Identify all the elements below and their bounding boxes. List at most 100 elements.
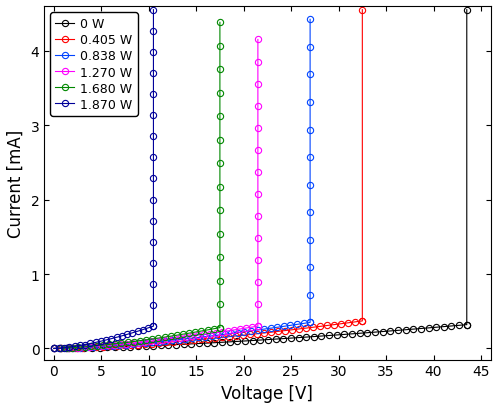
1.680 W bbox=[82, 344, 88, 349]
1.270 W bbox=[231, 328, 237, 333]
1.270 W bbox=[117, 342, 123, 347]
1.680 W bbox=[217, 91, 223, 96]
1.870 W bbox=[98, 339, 104, 344]
1.870 W bbox=[150, 135, 156, 139]
1.680 W bbox=[186, 331, 192, 336]
1.680 W bbox=[217, 115, 223, 119]
1.270 W bbox=[255, 192, 261, 197]
1.270 W bbox=[243, 326, 249, 331]
1.270 W bbox=[255, 302, 261, 307]
0.405 W bbox=[261, 331, 267, 336]
1.270 W bbox=[255, 324, 261, 329]
1.270 W bbox=[153, 338, 159, 343]
0.405 W bbox=[65, 346, 71, 351]
1.270 W bbox=[189, 334, 195, 339]
1.680 W bbox=[217, 279, 223, 283]
0.405 W bbox=[100, 344, 106, 349]
0.838 W bbox=[209, 334, 215, 339]
1.680 W bbox=[217, 255, 223, 260]
1.870 W bbox=[72, 344, 78, 349]
0 W bbox=[51, 346, 57, 351]
1.870 W bbox=[140, 327, 146, 332]
Y-axis label: Current [mA]: Current [mA] bbox=[7, 129, 25, 237]
1.870 W bbox=[61, 346, 67, 351]
0.405 W bbox=[79, 346, 85, 351]
Line: 1.680 W: 1.680 W bbox=[51, 20, 223, 352]
1.270 W bbox=[225, 328, 231, 333]
1.270 W bbox=[69, 346, 75, 351]
0.405 W bbox=[324, 323, 330, 328]
1.870 W bbox=[67, 345, 73, 350]
1.870 W bbox=[51, 346, 57, 351]
0.405 W bbox=[121, 343, 127, 348]
0 W bbox=[235, 339, 241, 344]
1.680 W bbox=[69, 345, 75, 350]
1.680 W bbox=[88, 344, 94, 349]
0.405 W bbox=[240, 333, 246, 338]
1.680 W bbox=[51, 346, 57, 351]
Line: 1.270 W: 1.270 W bbox=[51, 37, 261, 352]
0.405 W bbox=[219, 335, 225, 340]
1.870 W bbox=[150, 92, 156, 97]
0.405 W bbox=[360, 8, 366, 13]
0.405 W bbox=[212, 336, 218, 341]
1.680 W bbox=[161, 335, 167, 340]
1.870 W bbox=[150, 71, 156, 76]
1.270 W bbox=[141, 339, 147, 344]
0.405 W bbox=[345, 321, 351, 326]
1.270 W bbox=[255, 170, 261, 175]
1.680 W bbox=[143, 337, 149, 342]
1.680 W bbox=[106, 342, 112, 347]
0.838 W bbox=[307, 128, 313, 133]
0 W bbox=[165, 343, 171, 348]
1.270 W bbox=[51, 346, 57, 351]
0 W bbox=[74, 346, 80, 351]
1.870 W bbox=[56, 346, 62, 351]
1.870 W bbox=[124, 332, 130, 337]
0.405 W bbox=[352, 319, 358, 324]
0.405 W bbox=[226, 335, 232, 339]
1.870 W bbox=[145, 326, 151, 330]
1.870 W bbox=[150, 50, 156, 55]
1.270 W bbox=[81, 345, 87, 350]
0.405 W bbox=[184, 338, 190, 343]
1.270 W bbox=[177, 335, 183, 340]
1.270 W bbox=[213, 330, 219, 335]
1.270 W bbox=[87, 344, 93, 349]
1.870 W bbox=[134, 329, 140, 334]
1.270 W bbox=[207, 331, 213, 336]
1.270 W bbox=[183, 335, 189, 339]
0.405 W bbox=[338, 321, 344, 326]
0.405 W bbox=[177, 339, 183, 344]
1.680 W bbox=[217, 326, 223, 330]
1.270 W bbox=[63, 346, 69, 351]
1.270 W bbox=[57, 346, 63, 351]
1.680 W bbox=[217, 185, 223, 190]
0.405 W bbox=[156, 341, 162, 346]
0 W bbox=[66, 346, 72, 351]
0 W bbox=[464, 8, 470, 13]
0.405 W bbox=[170, 339, 176, 344]
1.870 W bbox=[129, 330, 135, 335]
Line: 1.870 W: 1.870 W bbox=[51, 7, 156, 352]
1.270 W bbox=[123, 342, 129, 346]
0.405 W bbox=[360, 319, 366, 324]
1.680 W bbox=[217, 162, 223, 166]
1.870 W bbox=[150, 303, 156, 308]
1.270 W bbox=[99, 344, 105, 348]
1.270 W bbox=[219, 330, 225, 335]
1.680 W bbox=[57, 346, 63, 351]
0.405 W bbox=[191, 338, 197, 343]
0.838 W bbox=[307, 18, 313, 23]
1.870 W bbox=[103, 338, 109, 343]
1.680 W bbox=[198, 329, 204, 334]
1.270 W bbox=[255, 38, 261, 43]
1.870 W bbox=[150, 198, 156, 202]
0.405 W bbox=[107, 344, 113, 349]
0.405 W bbox=[268, 330, 274, 335]
1.270 W bbox=[255, 280, 261, 285]
1.870 W bbox=[88, 341, 94, 346]
0.838 W bbox=[268, 326, 274, 331]
1.270 W bbox=[159, 337, 165, 342]
1.680 W bbox=[217, 231, 223, 236]
